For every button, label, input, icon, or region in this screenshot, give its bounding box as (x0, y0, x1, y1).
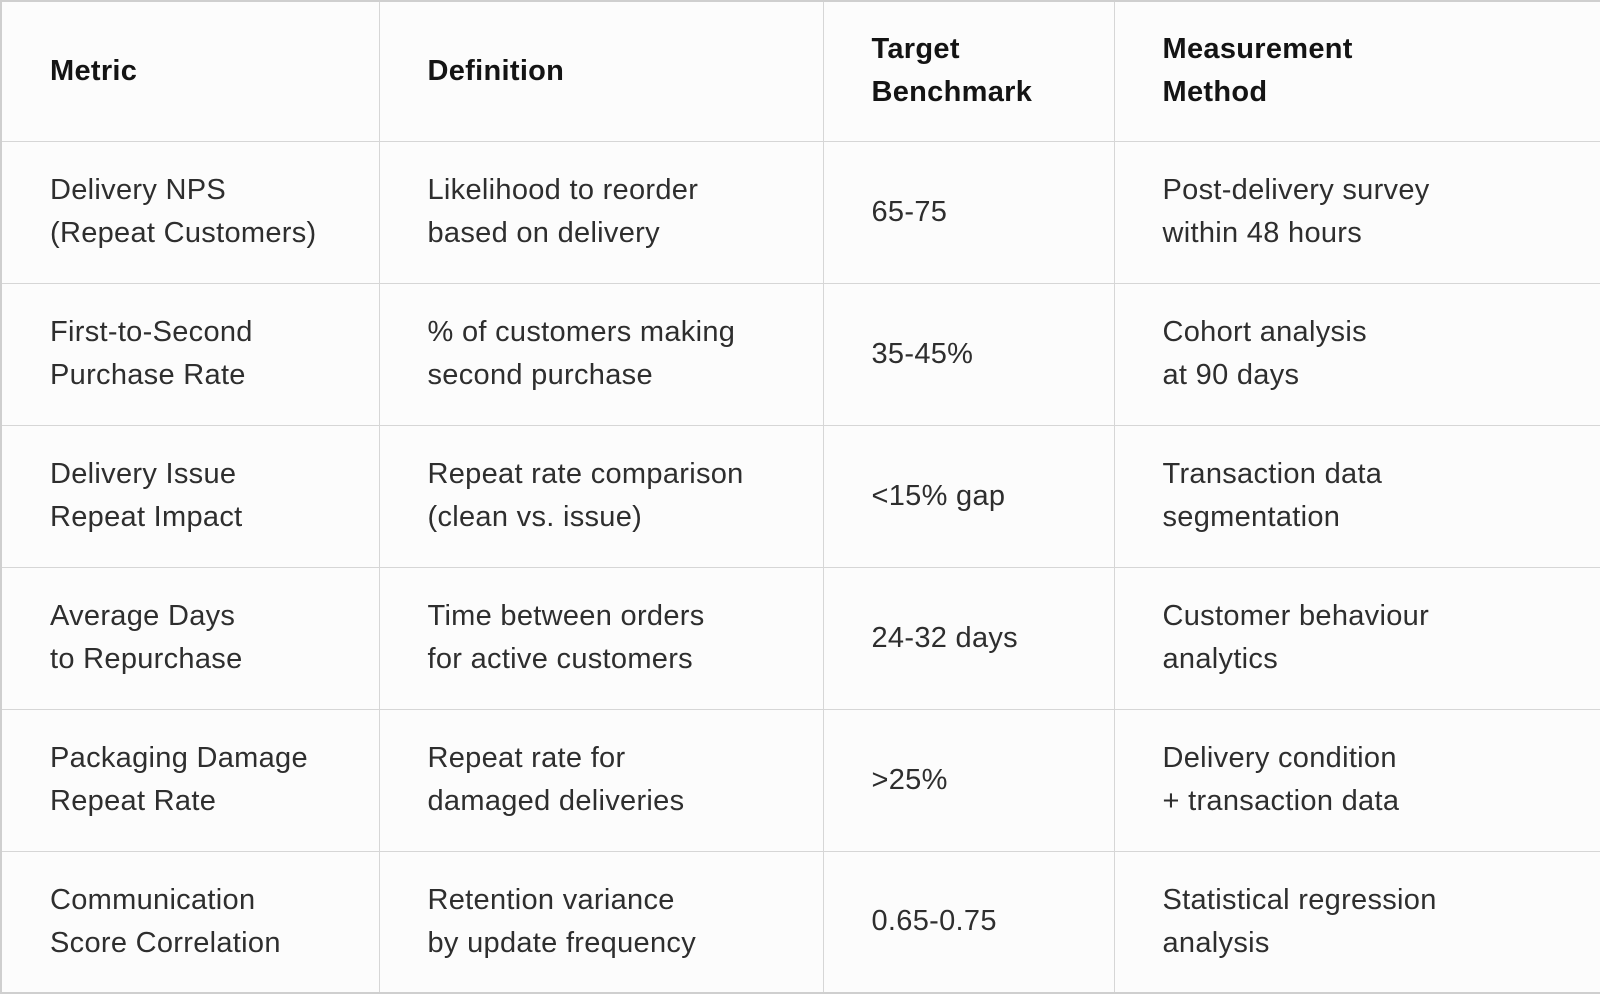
metric-cell: First-to-Second Purchase Rate (0, 282, 380, 426)
definition-cell: Likelihood to reorder based on delivery (378, 140, 824, 284)
column-header-definition: Definition (378, 0, 824, 142)
target-benchmark-cell: 35-45% (822, 282, 1115, 426)
target-benchmark-cell: >25% (822, 708, 1115, 852)
definition-cell: Repeat rate for damaged deliveries (378, 708, 824, 852)
table-row: First-to-Second Purchase Rate % of custo… (0, 282, 1600, 426)
header-row: Metric Definition Target Benchmark Measu… (0, 0, 1600, 142)
target-benchmark-cell: 65-75 (822, 140, 1115, 284)
measurement-method-cell: Cohort analysis at 90 days (1113, 282, 1600, 426)
definition-cell: Time between orders for active customers (378, 566, 824, 710)
metric-cell: Delivery Issue Repeat Impact (0, 424, 380, 568)
measurement-method-cell: Delivery condition + transaction data (1113, 708, 1600, 852)
table-row: Packaging Damage Repeat Rate Repeat rate… (0, 708, 1600, 852)
metric-cell: Average Days to Repurchase (0, 566, 380, 710)
metric-cell: Packaging Damage Repeat Rate (0, 708, 380, 852)
table-row: Delivery Issue Repeat Impact Repeat rate… (0, 424, 1600, 568)
table-row: Communication Score Correlation Retentio… (0, 850, 1600, 994)
target-benchmark-cell: 0.65-0.75 (822, 850, 1115, 994)
target-benchmark-cell: <15% gap (822, 424, 1115, 568)
table-row: Delivery NPS (Repeat Customers) Likeliho… (0, 140, 1600, 284)
target-benchmark-cell: 24-32 days (822, 566, 1115, 710)
column-header-target-benchmark: Target Benchmark (822, 0, 1115, 142)
column-header-measurement-method: Measurement Method (1113, 0, 1600, 142)
measurement-method-cell: Transaction data segmentation (1113, 424, 1600, 568)
metric-cell: Communication Score Correlation (0, 850, 380, 994)
measurement-method-cell: Statistical regression analysis (1113, 850, 1600, 994)
definition-cell: Retention variance by update frequency (378, 850, 824, 994)
measurement-method-cell: Post-delivery survey within 48 hours (1113, 140, 1600, 284)
metric-cell: Delivery NPS (Repeat Customers) (0, 140, 380, 284)
table-row: Average Days to Repurchase Time between … (0, 566, 1600, 710)
definition-cell: % of customers making second purchase (378, 282, 824, 426)
measurement-method-cell: Customer behaviour analytics (1113, 566, 1600, 710)
column-header-metric: Metric (0, 0, 380, 142)
definition-cell: Repeat rate comparison (clean vs. issue) (378, 424, 824, 568)
